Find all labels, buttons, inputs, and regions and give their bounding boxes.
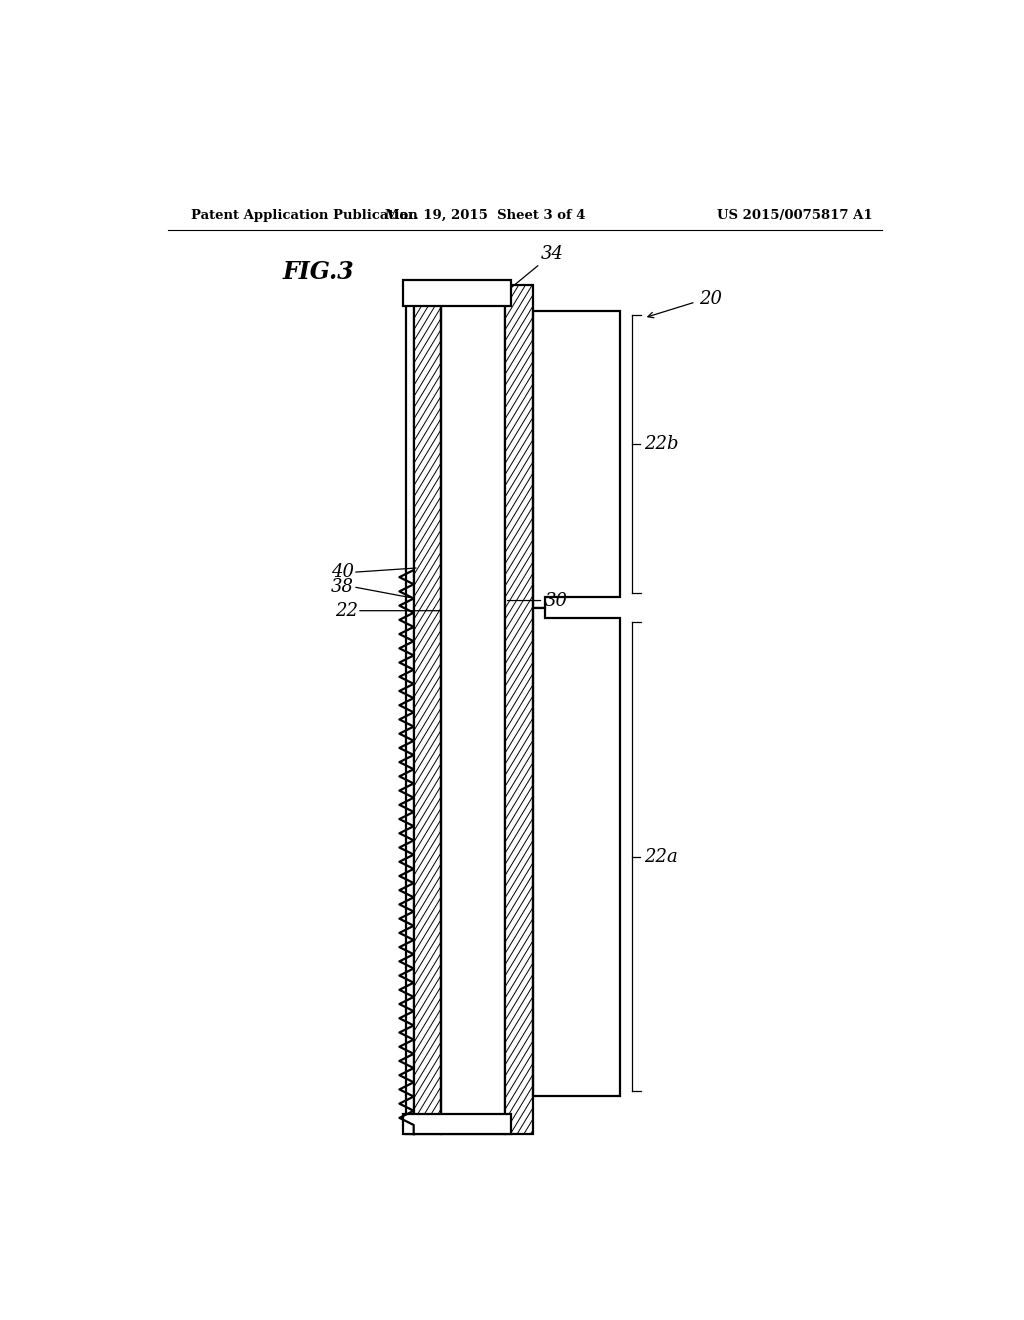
Bar <box>403 280 511 306</box>
Bar <box>441 285 505 1134</box>
Text: 38: 38 <box>331 578 354 597</box>
Bar <box>414 285 441 1134</box>
Text: 30: 30 <box>545 591 567 610</box>
Bar <box>406 285 414 1134</box>
Bar <box>505 285 532 1134</box>
Text: Mar. 19, 2015  Sheet 3 of 4: Mar. 19, 2015 Sheet 3 of 4 <box>385 209 586 222</box>
Bar <box>414 285 441 1134</box>
Polygon shape <box>532 607 620 1096</box>
Text: 22a: 22a <box>644 847 678 866</box>
Text: 22b: 22b <box>644 436 678 453</box>
Text: 20: 20 <box>699 289 722 308</box>
Text: FIG.3: FIG.3 <box>283 260 354 284</box>
Text: 40: 40 <box>331 564 354 581</box>
Bar <box>505 285 532 1134</box>
Bar <box>403 1114 511 1134</box>
Text: Patent Application Publication: Patent Application Publication <box>191 209 418 222</box>
Text: 22: 22 <box>335 602 358 619</box>
Text: US 2015/0075817 A1: US 2015/0075817 A1 <box>717 209 872 222</box>
Polygon shape <box>532 312 620 607</box>
Text: 34: 34 <box>509 246 563 289</box>
